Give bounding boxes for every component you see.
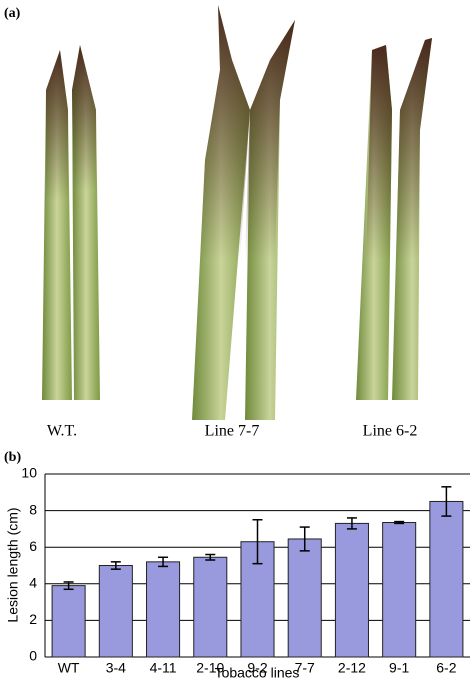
x-tick-label: 2-10 [196,660,224,676]
error-bar [205,553,216,561]
x-tick-label: 6-2 [436,660,456,676]
x-tick-label: 3-4 [106,660,126,676]
error-bar [110,561,121,570]
x-axis-title: Tobacco lines [215,665,300,679]
bar [429,500,464,658]
y-tick-label: 8 [29,501,37,517]
panel-label: (a) [4,6,21,21]
error-bar [299,526,310,552]
bar [287,538,322,658]
error-bar [346,517,357,530]
y-tick-label: 2 [29,611,37,627]
bar [146,561,181,658]
bar [193,556,228,658]
x-tick-label: 7-7 [295,660,315,676]
y-tick-label: 6 [29,538,37,554]
photo [42,5,432,420]
error-bar [441,486,452,517]
error-bar [63,581,74,591]
y-tick-label: 4 [29,575,37,591]
bar [51,585,86,658]
bar [98,565,133,658]
y-tick-label: 0 [29,648,37,664]
caption: Line 6-2 [363,423,418,440]
panel-label: (b) [4,450,21,465]
x-tick-label: WT [58,660,80,676]
x-tick-label: 2-12 [338,660,366,676]
bar [382,521,417,658]
error-bar [252,519,263,565]
caption: W.T. [47,423,77,440]
x-tick-label: 4-11 [150,660,177,676]
y-tick-label: 10 [21,465,37,481]
bar [334,522,369,658]
error-bar [394,520,405,525]
error-bar [158,556,169,568]
caption: Line 7-7 [205,423,260,440]
y-axis-title: Lesion length (cm) [5,507,21,622]
x-tick-label: 9-1 [389,660,409,676]
x-tick-label: 9-2 [247,660,267,676]
